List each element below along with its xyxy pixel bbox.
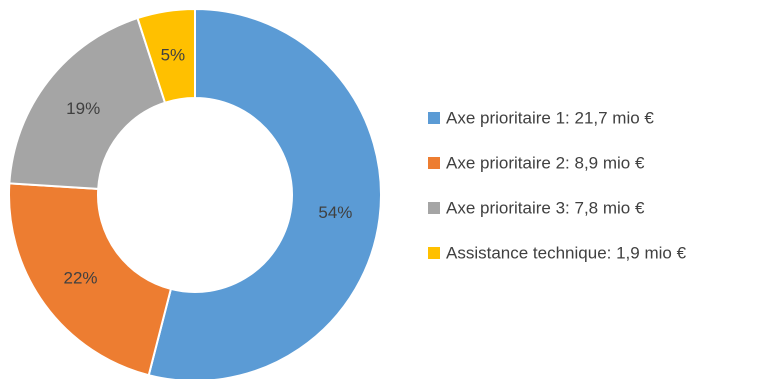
legend-label-1: Axe prioritaire 1: 21,7 mio € xyxy=(446,109,654,128)
data-label-4: 5% xyxy=(161,46,186,65)
donut-slice-1 xyxy=(147,7,382,379)
legend-label-3: Axe prioritaire 3: 7,8 mio € xyxy=(446,199,645,218)
legend: Axe prioritaire 1: 21,7 mio € Axe priorit… xyxy=(428,109,687,263)
legend-label-2: Axe prioritaire 2: 8,9 mio € xyxy=(446,154,645,173)
data-label-3: 19% xyxy=(66,99,100,118)
data-label-1: 54% xyxy=(318,203,352,222)
donut-slice-3 xyxy=(8,16,167,190)
data-label-2: 22% xyxy=(64,269,98,288)
legend-swatch-2 xyxy=(428,157,440,169)
legend-swatch-3 xyxy=(428,202,440,214)
slices-group xyxy=(8,7,382,379)
legend-label-4: Assistance technique: 1,9 mio € xyxy=(446,244,687,263)
donut-slice-2 xyxy=(8,182,173,377)
legend-swatch-4 xyxy=(428,247,440,259)
legend-swatch-1 xyxy=(428,112,440,124)
donut-slice-4 xyxy=(136,7,196,105)
data-labels-group: 54% 22% 19% 5% xyxy=(64,46,353,288)
